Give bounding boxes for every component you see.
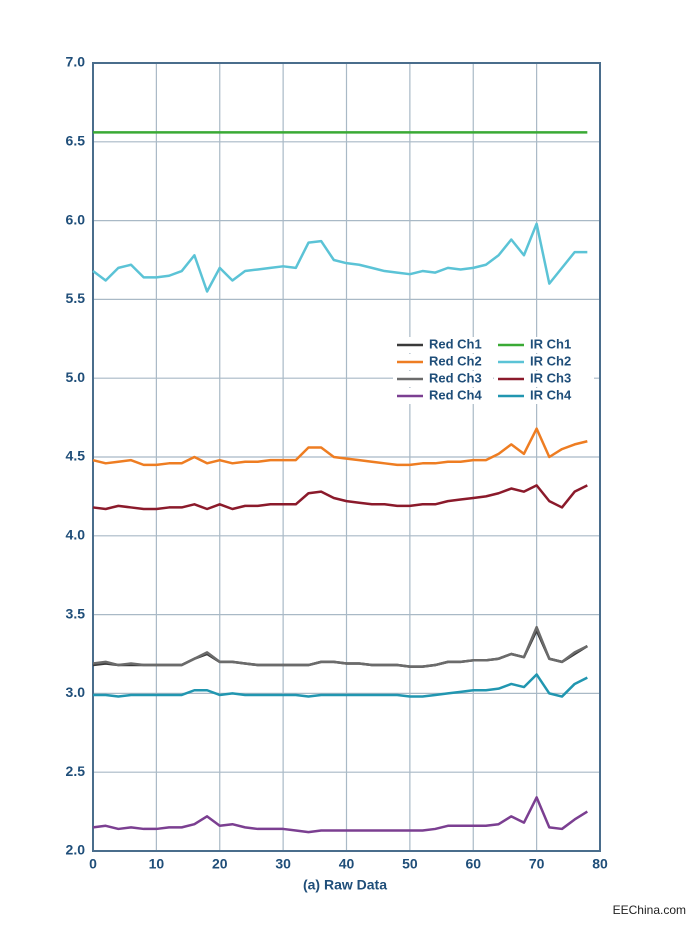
y-tick-label: 5.5 bbox=[66, 290, 86, 306]
series-line bbox=[92, 484, 588, 511]
legend-bg bbox=[393, 388, 493, 404]
x-tick-label: 20 bbox=[212, 856, 228, 872]
y-tick-label: 4.0 bbox=[66, 527, 86, 543]
legend-bg bbox=[393, 371, 493, 387]
x-tick-label: 40 bbox=[339, 856, 355, 872]
y-tick-label: 2.5 bbox=[66, 763, 86, 779]
series-line bbox=[92, 427, 588, 467]
x-tick-label: 80 bbox=[592, 856, 608, 872]
y-tick-label: 6.5 bbox=[66, 133, 86, 149]
legend-label: Red Ch1 bbox=[429, 336, 482, 351]
y-tick-label: 2.0 bbox=[66, 842, 86, 858]
x-tick-label: 60 bbox=[465, 856, 481, 872]
legend-bg bbox=[393, 337, 493, 353]
legend-label: IR Ch4 bbox=[530, 387, 572, 402]
watermark: EEChina.com bbox=[613, 903, 686, 917]
legend-label: IR Ch3 bbox=[530, 370, 571, 385]
x-tick-label: 10 bbox=[149, 856, 165, 872]
legend-label: Red Ch2 bbox=[429, 353, 482, 368]
legend-bg bbox=[494, 371, 594, 387]
series-line bbox=[93, 673, 588, 698]
x-tick-label: 70 bbox=[529, 856, 545, 872]
y-tick-label: 5.0 bbox=[66, 369, 86, 385]
legend-label: IR Ch2 bbox=[530, 353, 571, 368]
plot-frame bbox=[92, 62, 601, 852]
legend-label: Red Ch4 bbox=[429, 387, 483, 402]
legend-bg bbox=[393, 354, 493, 370]
y-tick-label: 6.0 bbox=[66, 211, 86, 227]
series-line bbox=[92, 625, 588, 668]
legend-label: Red Ch3 bbox=[429, 370, 482, 385]
x-tick-label: 50 bbox=[402, 856, 418, 872]
legend-label: IR Ch1 bbox=[530, 336, 571, 351]
legend-bg bbox=[494, 337, 594, 353]
y-tick-label: 7.0 bbox=[66, 54, 86, 70]
x-tick-label: 0 bbox=[89, 856, 97, 872]
series-line bbox=[92, 796, 588, 834]
series-line bbox=[92, 629, 588, 668]
y-tick-label: 3.5 bbox=[66, 605, 86, 621]
legend-bg bbox=[494, 354, 594, 370]
series-line bbox=[92, 222, 588, 293]
x-axis-label: (a) Raw Data bbox=[303, 877, 387, 893]
legend-bg bbox=[494, 388, 594, 404]
x-tick-label: 30 bbox=[275, 856, 291, 872]
y-tick-label: 4.5 bbox=[66, 448, 86, 464]
y-tick-label: 3.0 bbox=[66, 684, 86, 700]
